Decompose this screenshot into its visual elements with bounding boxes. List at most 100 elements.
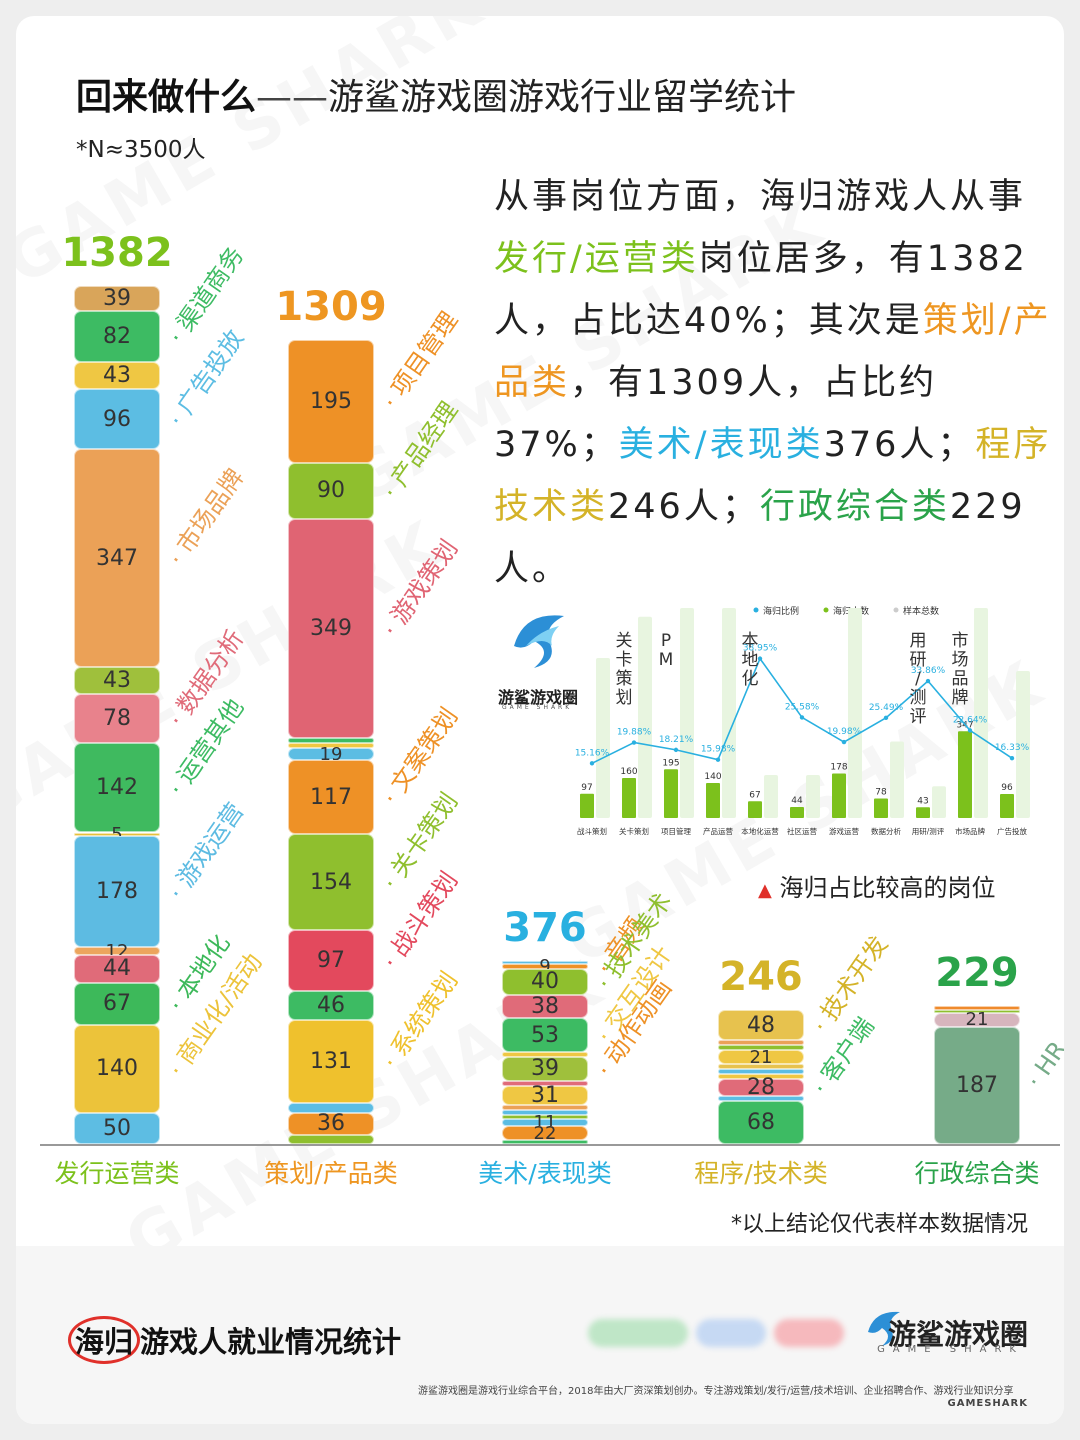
segment-value-label: 68 — [747, 1110, 775, 1136]
stack-segment — [718, 1073, 804, 1079]
inset-annotation: 研 — [910, 650, 927, 670]
returnee-count-bar — [580, 793, 594, 818]
segment-value-label: 31 — [531, 1082, 559, 1108]
returnee-count-bar — [958, 731, 972, 818]
returnee-count-bar — [916, 807, 930, 818]
ratio-point — [883, 715, 889, 721]
segment-value-label: 36 — [317, 1111, 345, 1137]
segment-value-label: 38 — [531, 993, 559, 1019]
returnee-count-bar — [790, 807, 804, 818]
category-label: 美术/表现类 — [478, 1159, 612, 1188]
segment-value-label: 90 — [317, 478, 345, 504]
stack-segment — [502, 1081, 588, 1086]
returnee-count-bar — [748, 801, 762, 818]
stack-segment: 131 — [288, 1020, 374, 1103]
stack-column: 9 40 38 53 39 31 11 22 — [502, 956, 588, 1144]
returnee-count-label: 178 — [830, 763, 847, 773]
triangle-up-icon: ▲ — [758, 880, 772, 901]
segment-value-label: 96 — [103, 406, 131, 432]
stack-segment: 31 — [502, 1082, 588, 1108]
segment-value-label: 117 — [310, 784, 352, 810]
ratio-point — [841, 739, 847, 745]
inset-annotation: 品 — [952, 669, 969, 689]
legend-label: 样本总数 — [903, 605, 939, 617]
segment-value-label: 195 — [310, 388, 352, 414]
returnee-count-label: 97 — [581, 783, 592, 793]
blurred-badge — [774, 1319, 844, 1347]
sample-total-bar — [680, 608, 694, 818]
stack-segment: 9 — [502, 956, 588, 977]
shark-logo-icon — [514, 615, 564, 668]
segment-value-label: 53 — [531, 1022, 559, 1048]
inset-annotation: 策 — [616, 669, 633, 689]
inset-category-label: 项目管理 — [661, 826, 691, 836]
sample-total-bar — [932, 786, 946, 818]
returnee-count-bar — [1000, 794, 1014, 818]
stack-segment: 195 — [288, 340, 374, 463]
stack-segment: 187 — [934, 1026, 1020, 1144]
para-highlight-art: 美术/表现类 — [618, 425, 824, 465]
stack-segment: 46 — [288, 991, 374, 1021]
stack-segment — [502, 1110, 588, 1116]
stack-total: 229 — [935, 949, 1019, 996]
stack-segment: 21 — [934, 1009, 1020, 1030]
inset-annotation: 化 — [742, 669, 759, 689]
stack-segment — [934, 1005, 1020, 1010]
stack-segment: 117 — [288, 760, 374, 834]
inset-category-label: 战斗策划 — [577, 826, 607, 836]
segment-value-label: 44 — [103, 956, 131, 982]
para-highlight-design: 策划/产品类 — [494, 301, 1052, 403]
stack-segment: 68 — [718, 1101, 804, 1144]
returnee-count-label: 140 — [704, 772, 721, 782]
para-highlight-publish: 发行/运营类 — [494, 239, 699, 279]
returnee-count-bar — [706, 783, 720, 818]
sample-total-bar — [806, 774, 820, 818]
stack-segment: 67 — [74, 982, 160, 1025]
inset-category-label: 用研/测评 — [912, 827, 945, 836]
stack-segment — [718, 1068, 804, 1074]
ratio-label: 33.86% — [911, 666, 946, 676]
segment-value-label: 131 — [310, 1048, 352, 1074]
disclaimer: *以上结论仅代表样本数据情况 — [730, 1212, 1028, 1237]
inset-combo-chart: 海归比例海归人数样本总数9716019514067441787843347961… — [575, 605, 1030, 836]
inset-note: ▲ 海归占比较高的岗位 — [758, 868, 995, 903]
ratio-point — [799, 715, 805, 720]
stack-segment: 142 — [74, 743, 160, 833]
stack-column: 48 21 28 68 — [718, 1010, 804, 1144]
blurred-badge — [588, 1319, 688, 1347]
ratio-point — [673, 747, 679, 753]
inset-category-label: 产品运营 — [703, 826, 733, 836]
inset-annotation: 市 — [952, 631, 969, 651]
ratio-label: 18.21% — [659, 735, 694, 745]
ratio-label: 19.98% — [827, 727, 862, 737]
stack-segment: 43 — [74, 362, 160, 390]
segment-value-label: 19 — [319, 743, 343, 765]
inset-annotation: 用 — [910, 631, 927, 651]
stack-segment: 40 — [502, 969, 588, 995]
returnee-count-label: 195 — [662, 758, 679, 768]
stack-column: 21 187 — [934, 1005, 1020, 1144]
segment-value-label: 82 — [103, 323, 131, 349]
stack-segment: 82 — [74, 310, 160, 363]
footer-tiny-brand: GAMESHARK — [947, 1398, 1028, 1409]
stack-segment — [718, 1045, 804, 1051]
sample-size-note: *N≈3500人 — [76, 137, 206, 163]
segment-value-label: 46 — [317, 993, 345, 1019]
legend-marker — [823, 607, 829, 613]
brand-shark-icon — [868, 1311, 900, 1346]
para-text: 376人； — [823, 425, 976, 465]
stack-segment: 21 — [718, 1047, 804, 1068]
returnee-count-label: 160 — [620, 767, 637, 777]
returnee-count-label: 78 — [875, 788, 887, 798]
ratio-label: 15.16% — [575, 748, 610, 758]
segment-value-label: 347 — [96, 545, 138, 571]
segment-value-label: 39 — [103, 285, 131, 311]
stack-segment: 154 — [288, 833, 374, 931]
ratio-label: 19.88% — [617, 728, 652, 738]
blurred-badge — [696, 1319, 766, 1347]
para-text: 从事岗位方面，海归游戏人从事 — [494, 177, 1027, 217]
stack-segment: 347 — [74, 449, 160, 668]
stack-column: 195 90 349 19 117 154 97 46 131 36 — [288, 340, 374, 1144]
ratio-point — [757, 656, 763, 661]
inset-category-label: 市场品牌 — [955, 826, 985, 836]
